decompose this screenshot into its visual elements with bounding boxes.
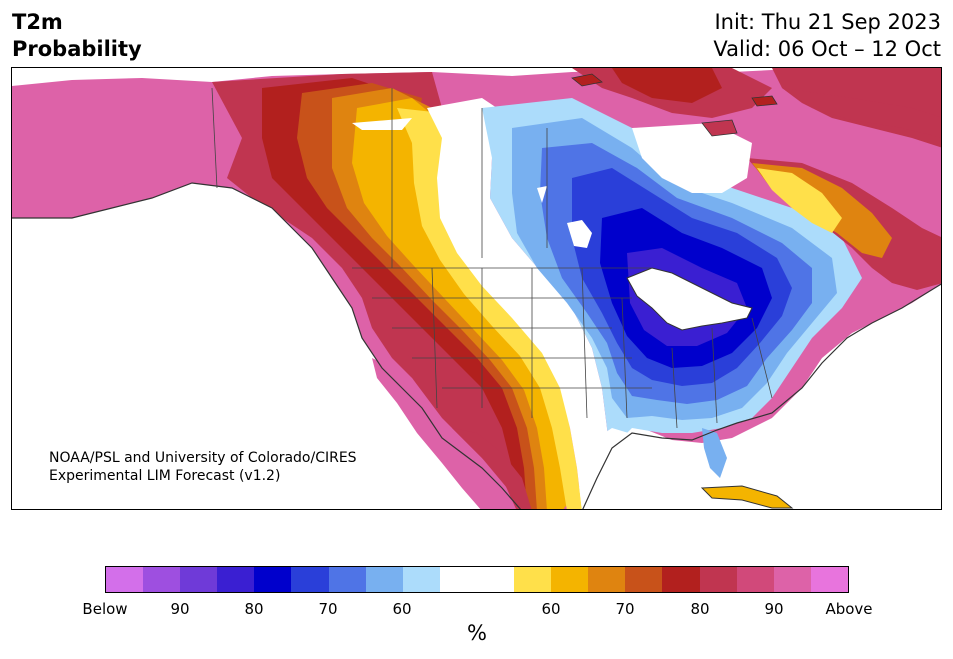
colorbar-segment bbox=[439, 567, 477, 592]
colorbar-tick-label: Above bbox=[825, 600, 873, 618]
colorbar-tick-label: 70 bbox=[318, 600, 338, 618]
colorbar-segment bbox=[180, 567, 218, 592]
colorbar bbox=[105, 566, 849, 593]
map-credit: NOAA/PSL and University of Colorado/CIRE… bbox=[49, 449, 357, 485]
map-graphic bbox=[12, 68, 941, 509]
colorbar-segment bbox=[699, 567, 737, 592]
colorbar-segment bbox=[254, 567, 292, 592]
map-title: T2m Probability bbox=[12, 9, 142, 63]
colorbar-tick-label: 60 bbox=[541, 600, 561, 618]
colorbar-segment bbox=[514, 567, 552, 592]
colorbar-segment bbox=[402, 567, 440, 592]
probability-map: NOAA/PSL and University of Colorado/CIRE… bbox=[11, 67, 942, 510]
colorbar-segment bbox=[810, 567, 848, 592]
colorbar-segment bbox=[551, 567, 589, 592]
valid-date: Valid: 06 Oct – 12 Oct bbox=[713, 37, 941, 61]
colorbar-tick-label: Below bbox=[82, 600, 128, 618]
colorbar-segment bbox=[625, 567, 663, 592]
colorbar-tick-label: 80 bbox=[690, 600, 710, 618]
map-title-line2: Probability bbox=[12, 37, 142, 61]
colorbar-segment bbox=[736, 567, 774, 592]
credit-line1: NOAA/PSL and University of Colorado/CIRE… bbox=[49, 450, 357, 466]
colorbar-tick-label: 60 bbox=[392, 600, 412, 618]
colorbar-segment bbox=[476, 567, 515, 592]
colorbar-segment bbox=[328, 567, 366, 592]
colorbar-unit: % bbox=[467, 621, 487, 645]
colorbar-segment bbox=[217, 567, 255, 592]
colorbar-segment bbox=[143, 567, 181, 592]
colorbar-segment bbox=[588, 567, 626, 592]
colorbar-tick-label: 90 bbox=[170, 600, 190, 618]
forecast-dates: Init: Thu 21 Sep 2023 Valid: 06 Oct – 12… bbox=[713, 9, 941, 63]
init-date: Init: Thu 21 Sep 2023 bbox=[714, 10, 941, 34]
colorbar-tick-label: 80 bbox=[244, 600, 264, 618]
colorbar-tick-label: 90 bbox=[764, 600, 784, 618]
credit-line2: Experimental LIM Forecast (v1.2) bbox=[49, 468, 281, 484]
colorbar-segment bbox=[773, 567, 811, 592]
colorbar-tick-label: 70 bbox=[615, 600, 635, 618]
map-title-line1: T2m bbox=[12, 10, 63, 34]
colorbar-segment bbox=[662, 567, 700, 592]
colorbar-segment bbox=[365, 567, 403, 592]
colorbar-segment bbox=[291, 567, 329, 592]
colorbar-segment bbox=[106, 567, 144, 592]
